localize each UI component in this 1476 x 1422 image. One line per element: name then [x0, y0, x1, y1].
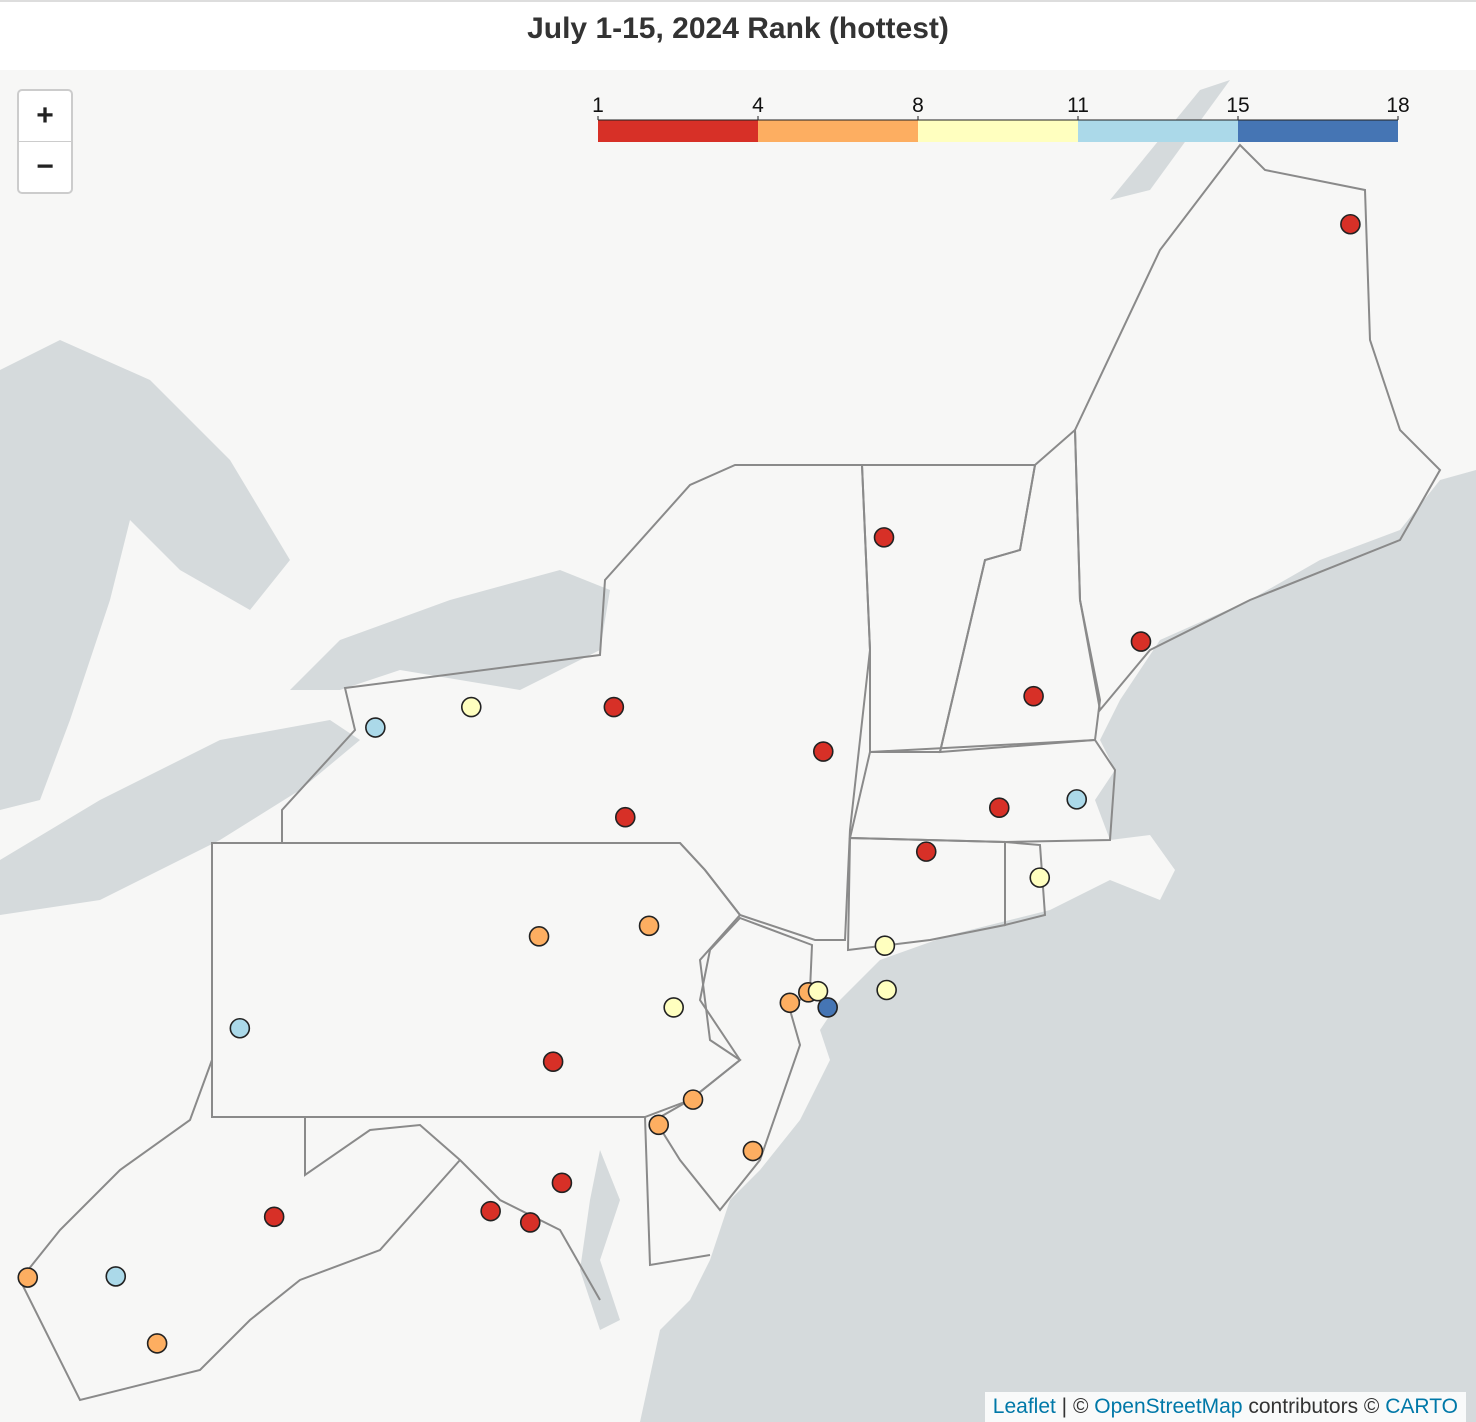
station-marker [229, 1017, 251, 1039]
legend-swatch [918, 120, 1078, 142]
station-marker [365, 717, 386, 738]
zoom-out[interactable]: − [19, 141, 71, 192]
map-title: July 1-15, 2024 Rank (hottest) [0, 0, 1476, 70]
station-marker [638, 915, 660, 937]
station-marker [551, 1172, 573, 1194]
station-marker [648, 1114, 670, 1136]
attribution-link[interactable]: CARTO [1385, 1395, 1458, 1418]
legend-tick-label: 11 [1067, 94, 1089, 117]
border-md-de [304, 1116, 711, 1301]
station-marker [105, 1266, 127, 1287]
legend-swatch [758, 120, 918, 142]
station-marker [876, 979, 897, 1001]
attribution-text: | © [1055, 1395, 1095, 1418]
station-marker [603, 696, 625, 718]
legend-tick-label: 4 [752, 94, 764, 117]
attribution-text: contributors © [1242, 1395, 1386, 1418]
legend-tick-label: 1 [592, 94, 604, 117]
legend-swatch [1078, 120, 1238, 142]
stations [17, 213, 1361, 1354]
station-marker [682, 1089, 704, 1110]
legend-tick-label: 15 [1226, 94, 1249, 117]
station-marker [874, 935, 896, 957]
legend-swatch [1238, 120, 1398, 142]
basemap [0, 70, 1476, 1422]
lake-erie [0, 720, 360, 915]
border-ny [281, 464, 872, 941]
border-ct [846, 836, 1006, 952]
station-marker [146, 1333, 168, 1354]
border-ri [1004, 840, 1047, 927]
lake-huron [0, 340, 290, 810]
station-marker [17, 1267, 39, 1288]
station-marker [614, 806, 636, 828]
attribution-link[interactable]: Leaflet [992, 1395, 1056, 1418]
station-marker [460, 696, 482, 718]
station-marker [263, 1206, 285, 1228]
attribution: Leaflet | © OpenStreetMap contributors ©… [984, 1392, 1466, 1422]
chesapeake [580, 1150, 620, 1330]
station-marker [873, 527, 895, 548]
station-marker [779, 992, 801, 1014]
station-marker [542, 1051, 564, 1073]
station-marker [1340, 213, 1361, 235]
station-marker [528, 926, 550, 947]
zoom-control: + − [17, 89, 73, 194]
station-marker [1029, 867, 1051, 888]
station-marker [812, 741, 834, 762]
state-borders [18, 143, 1442, 1402]
border-me [1073, 143, 1442, 713]
legend: 1 4 8 11 15 18 [592, 94, 1410, 142]
attribution-link[interactable]: OpenStreetMap [1094, 1395, 1243, 1418]
station-marker [817, 997, 838, 1018]
zoom-in[interactable]: + [36, 99, 54, 132]
station-marker [742, 1140, 764, 1162]
map: 1 4 8 11 15 18 [0, 70, 1476, 1422]
legend-swatch [598, 120, 758, 142]
ocean [640, 470, 1476, 1422]
legend-tick-label: 18 [1386, 94, 1409, 117]
station-marker [480, 1200, 501, 1222]
station-marker [1023, 685, 1044, 707]
station-marker [1066, 789, 1088, 810]
station-marker [988, 797, 1010, 819]
station-marker [807, 980, 829, 1002]
station-marker [519, 1212, 541, 1233]
station-marker [1130, 631, 1152, 652]
legend-tick-label: 8 [912, 94, 924, 117]
lake-ontario [290, 570, 610, 690]
station-marker [915, 841, 937, 862]
border-wv [18, 1059, 461, 1402]
station-marker [663, 997, 684, 1018]
